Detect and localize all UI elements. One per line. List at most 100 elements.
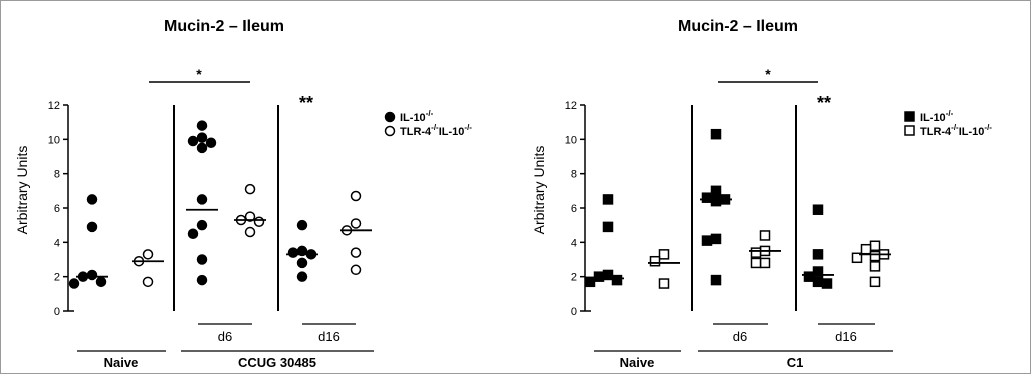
data-point xyxy=(851,252,863,264)
data-point xyxy=(812,249,824,260)
y-tick-label: 2 xyxy=(54,272,60,284)
y-tick-label: 2 xyxy=(571,272,577,284)
legend-label-il10: IL-10-/- xyxy=(920,109,954,124)
group-label-d16: d16 xyxy=(318,329,340,344)
median-lines xyxy=(592,198,891,280)
data-point xyxy=(86,269,98,281)
data-point xyxy=(196,194,208,205)
data-point xyxy=(86,194,98,205)
data-point xyxy=(350,190,362,202)
data-point xyxy=(196,142,208,154)
data-point xyxy=(602,194,614,205)
data-point xyxy=(812,204,824,215)
significance-double-star: ** xyxy=(817,93,831,113)
data-point xyxy=(710,274,722,286)
data-point xyxy=(750,247,762,258)
data-point xyxy=(869,276,881,288)
data-point xyxy=(196,254,208,265)
data-point xyxy=(869,261,881,272)
data-point xyxy=(350,218,362,229)
group-label-naive: Naive xyxy=(620,355,655,370)
group-label-d6: d6 xyxy=(733,329,747,344)
data-points xyxy=(68,120,362,289)
data-point xyxy=(869,250,881,262)
data-point xyxy=(701,235,713,246)
data-point xyxy=(350,247,362,258)
data-point xyxy=(296,219,308,231)
data-point xyxy=(649,255,661,267)
infection-label: C1 xyxy=(787,355,804,370)
data-point xyxy=(205,137,217,149)
data-point xyxy=(860,243,872,255)
data-point xyxy=(244,211,256,222)
y-tick-label: 0 xyxy=(54,306,60,318)
y-axis-label: Arbitrary Units xyxy=(14,146,30,235)
data-point xyxy=(710,195,722,207)
data-point xyxy=(602,221,614,233)
data-point xyxy=(296,271,308,282)
group-dividers xyxy=(691,105,797,311)
data-point xyxy=(593,271,605,282)
data-point xyxy=(350,264,362,276)
significance-star: * xyxy=(765,66,771,82)
y-tick-label: 6 xyxy=(571,203,577,215)
group-label-naive: Naive xyxy=(104,355,139,370)
data-point xyxy=(95,276,107,288)
data-point xyxy=(821,278,833,289)
y-tick-label: 12 xyxy=(565,100,577,112)
data-point xyxy=(187,228,199,239)
data-point xyxy=(658,278,670,289)
legend-label-tlr4-il10: TLR-4-/-IL-10-/- xyxy=(400,123,472,138)
infection-label: CCUG 30485 xyxy=(238,355,316,370)
data-point xyxy=(142,276,154,288)
median-lines xyxy=(76,208,372,278)
y-tick-label: 4 xyxy=(54,237,60,249)
data-point xyxy=(750,257,762,269)
legend-marker-il10 xyxy=(384,111,396,123)
group-label-d16: d16 xyxy=(835,329,857,344)
data-point xyxy=(287,247,299,258)
data-point xyxy=(244,183,256,195)
data-point xyxy=(611,274,623,286)
panel-left: Mucin-2 – Ileum Arbitrary Units 0 2 4 6 8 10 1… xyxy=(14,18,472,370)
data-point xyxy=(196,120,208,131)
y-tick-label: 4 xyxy=(571,237,577,249)
legend-marker-tlr4-il10 xyxy=(904,125,915,136)
y-axis: 0 2 4 6 8 10 12 xyxy=(48,100,74,318)
legend-marker-il10 xyxy=(904,111,915,122)
data-point xyxy=(584,276,596,288)
data-point xyxy=(759,230,771,241)
data-point xyxy=(759,257,771,269)
data-point xyxy=(196,132,208,143)
data-point xyxy=(244,226,256,238)
group-label-d6: d6 xyxy=(218,329,232,344)
y-tick-label: 10 xyxy=(565,134,577,146)
data-points xyxy=(584,128,890,289)
data-point xyxy=(196,219,208,231)
data-point xyxy=(710,233,722,245)
chart-title: Mucin-2 – Ileum xyxy=(164,18,284,35)
data-point xyxy=(701,192,713,203)
data-point xyxy=(812,276,824,288)
legend: IL-10-/- TLR-4-/-IL-10-/- xyxy=(904,109,992,138)
significance-double-star: ** xyxy=(299,93,313,113)
data-point xyxy=(253,216,265,227)
data-point xyxy=(196,274,208,286)
data-point xyxy=(710,185,722,197)
data-point xyxy=(187,135,199,147)
data-point xyxy=(803,271,815,282)
legend-marker-tlr4-il10 xyxy=(384,125,396,137)
y-tick-label: 8 xyxy=(54,169,60,181)
significance-star: * xyxy=(196,66,202,82)
y-tick-label: 6 xyxy=(54,203,60,215)
y-tick-label: 10 xyxy=(48,134,60,146)
panel-right: Mucin-2 – Ileum Arbitrary Units 0 2 4 6 8 10 1… xyxy=(531,18,992,370)
chart-title: Mucin-2 – Ileum xyxy=(678,18,798,35)
legend-label-il10: IL-10-/- xyxy=(400,109,434,124)
data-point xyxy=(869,240,881,252)
data-point xyxy=(86,221,98,233)
y-tick-label: 0 xyxy=(571,306,577,318)
